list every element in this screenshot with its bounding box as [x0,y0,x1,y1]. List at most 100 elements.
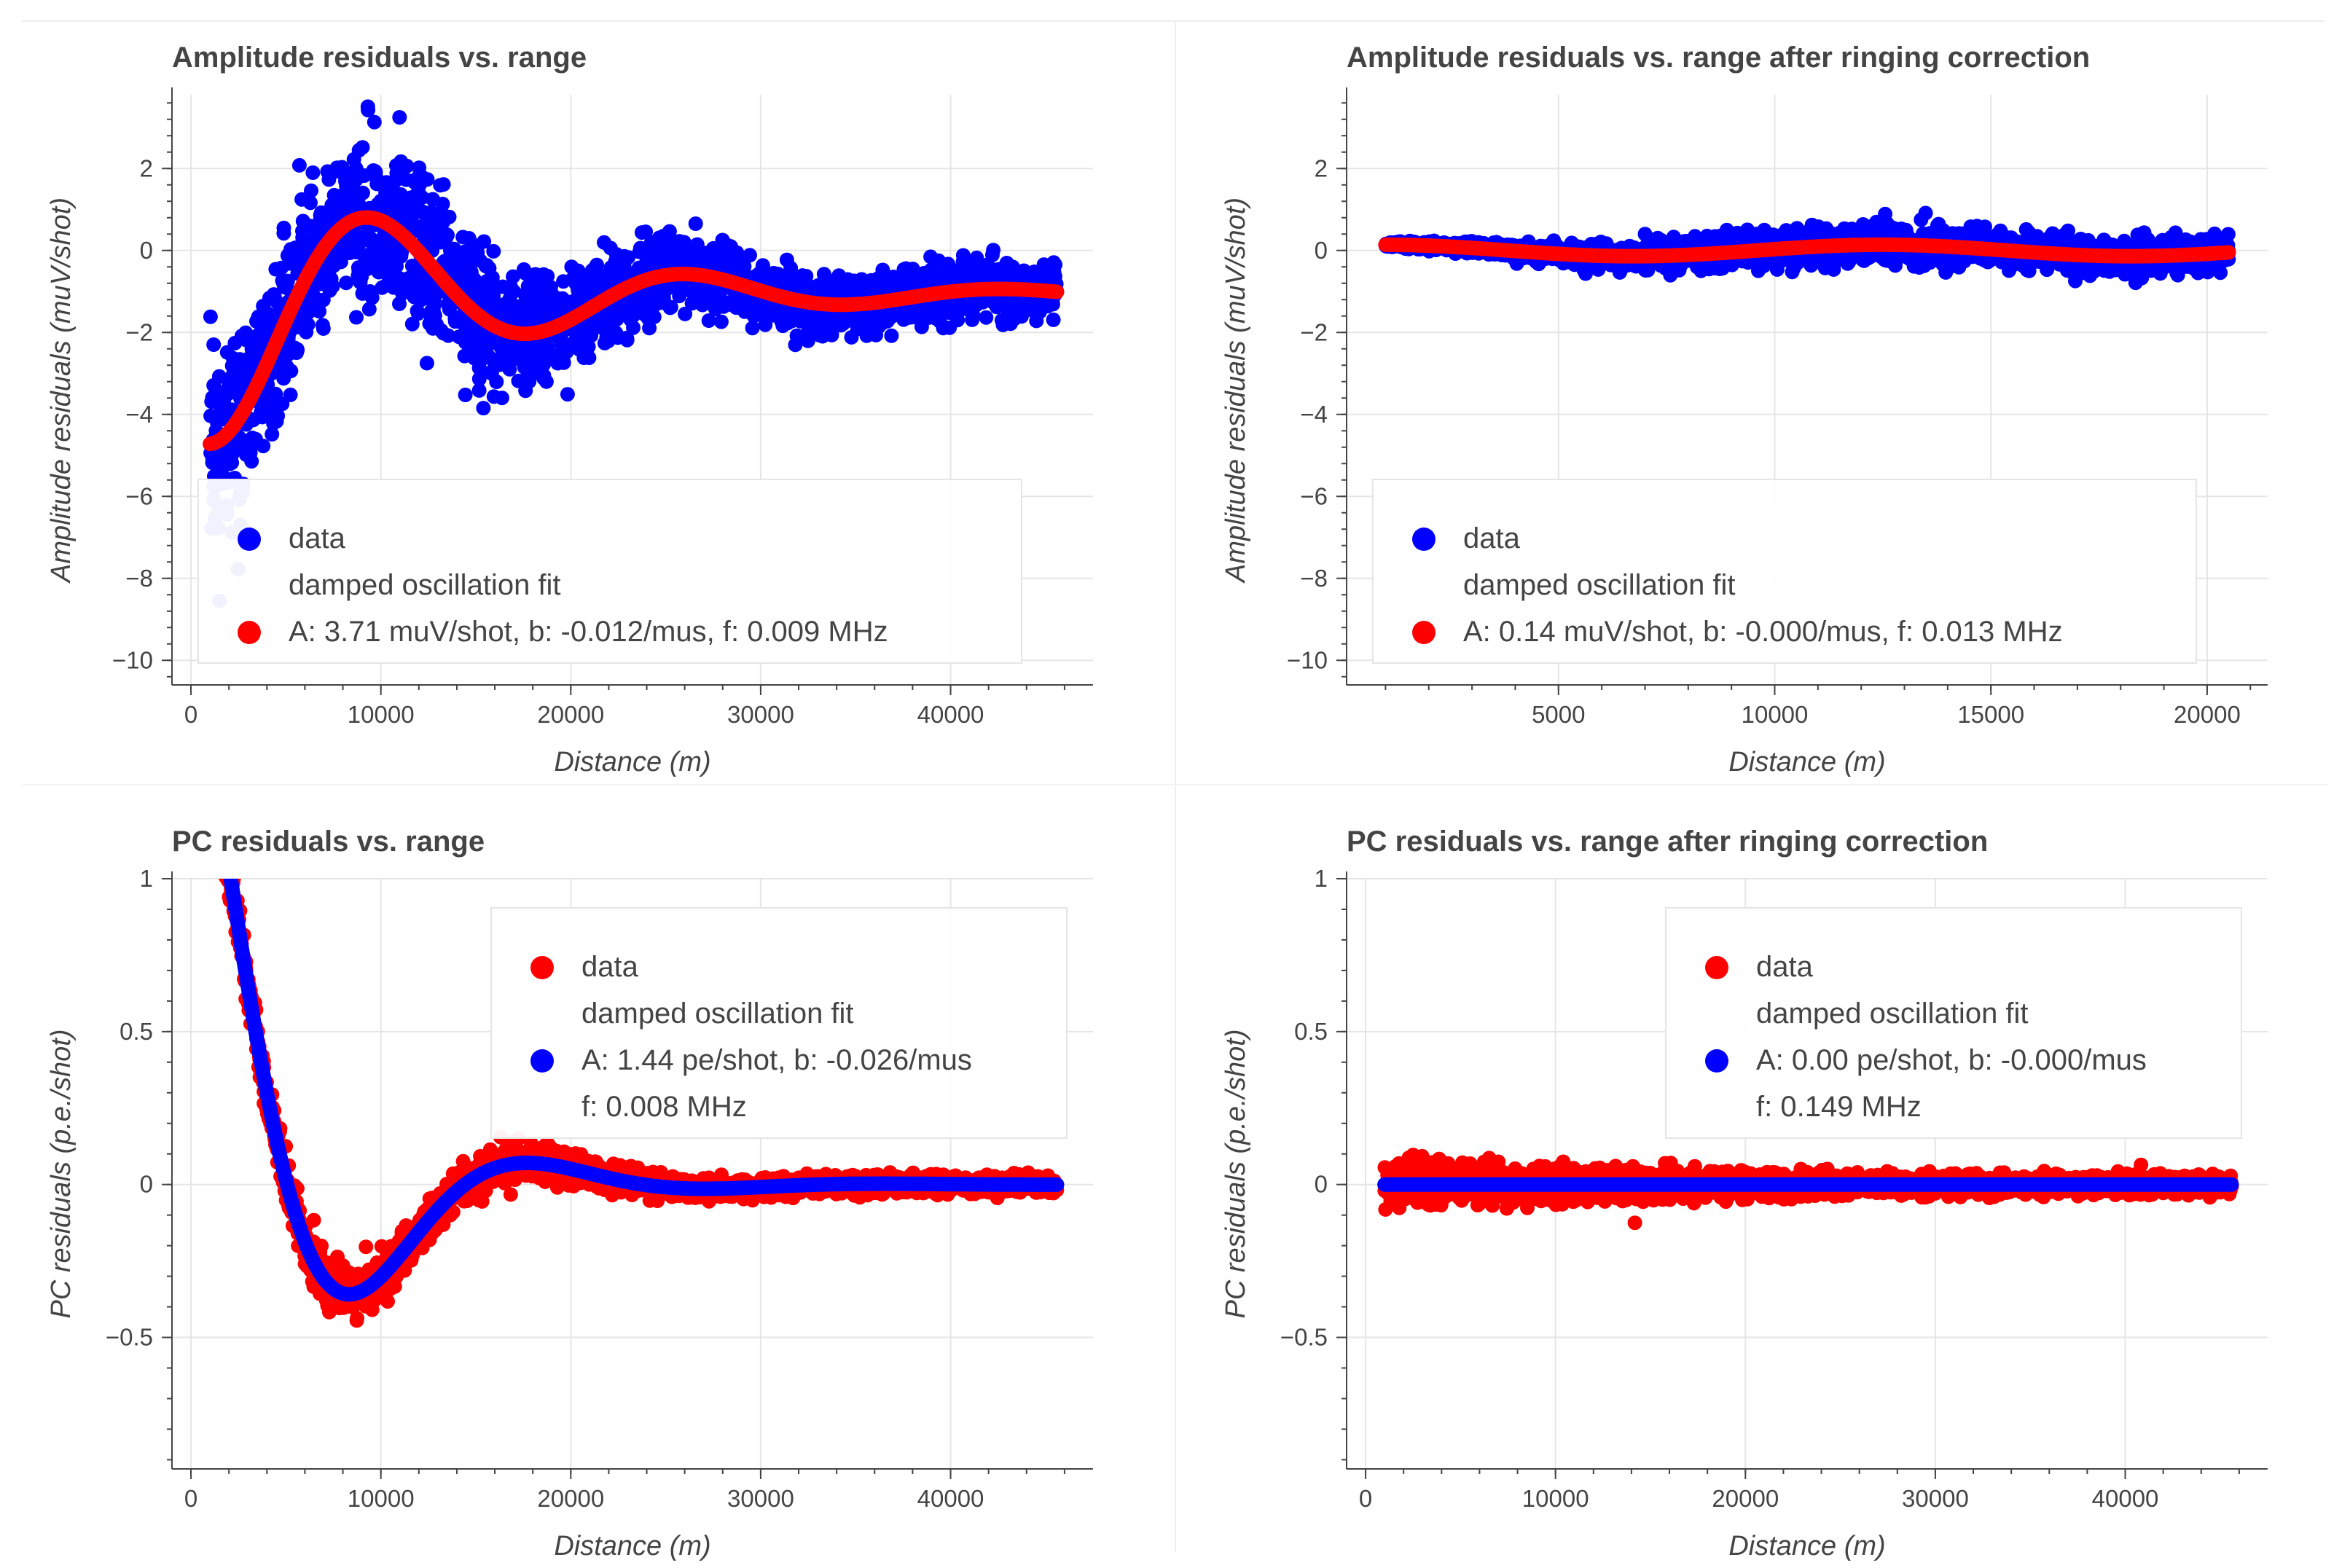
data-point [276,220,291,235]
data-point [377,230,392,246]
data-point [283,242,299,257]
y-tick-label: −4 [125,401,153,428]
amplitude-residuals-chart: 0 10000 20000 30000 40000 −10 −8 −6 −4 −2 0 2 Amplit… [0,0,1175,784]
data-point [675,254,691,269]
legend-entry-label: damped oscillation fit [289,569,561,601]
data-point [315,318,330,333]
legend-marker [238,528,261,551]
data-point [863,273,879,288]
data-point [244,454,259,469]
legend-box [197,479,1022,664]
data-point [436,177,451,192]
y-tick-label: −8 [1300,565,1328,592]
data-point [471,383,487,398]
y-tick-label: −2 [125,318,153,345]
data-point [998,299,1013,314]
data-point [1860,251,1875,266]
data-point [654,295,669,310]
y-tick-label: 2 [1315,154,1328,181]
data-point [392,297,407,311]
y-tick-label: −6 [1300,482,1328,509]
data-point [782,275,797,291]
data-point [203,309,218,324]
data-point [550,356,565,371]
data-point [597,235,611,250]
data-point [956,295,971,310]
chart-canvas: 0 10000 20000 30000 40000−10−8−6−4−202Amplit… [46,42,1093,777]
x-tick-label: 15000 [1957,701,2024,728]
data-point [511,351,526,366]
data-point [442,209,457,224]
data-point [1790,224,1806,239]
data-point [389,192,404,207]
data-point [2209,261,2225,276]
data-point [222,456,237,471]
data-point [936,302,952,317]
data-point [932,314,947,329]
data-point [283,364,299,379]
data-point [276,277,291,292]
data-point [410,306,426,321]
data-point [486,389,501,404]
y-tick-label: −6 [125,482,153,509]
data-point [775,318,791,334]
data-point [313,211,328,226]
data-point [234,329,249,343]
data-point [701,313,716,328]
data-point [465,343,480,358]
data-point [482,288,498,303]
data-point [427,308,442,324]
data-point [339,275,354,291]
data-point [304,183,318,198]
data-point [1914,212,1929,227]
data-point [653,283,668,298]
data-point [575,287,590,302]
data-point [694,245,710,260]
data-point [560,387,575,402]
data-point [735,255,750,270]
row-divider [22,784,2328,785]
data-point [955,254,971,270]
data-point [477,340,492,356]
data-point [824,326,839,341]
x-tick-label: 20000 [2174,701,2241,728]
data-point [380,241,395,256]
x-tick-label: 5000 [1532,701,1585,728]
data-point [2018,222,2034,237]
data-point [455,230,471,245]
data-point [599,267,614,283]
data-point [534,340,549,355]
data-point [477,234,492,249]
data-point [990,265,1006,281]
y-tick-label: −2 [1300,318,1328,345]
data-point [1757,222,1772,238]
data-point [984,247,1000,262]
fit-line [1378,237,2236,264]
y-tick-label: −10 [112,646,153,673]
data-point [716,299,731,314]
data-point [587,260,603,275]
data-point [411,169,426,184]
data-point [2061,223,2076,238]
data-point [921,310,936,325]
data-point [487,358,502,373]
data-point [861,318,876,334]
x-tick-label: 20000 [537,701,604,728]
data-point [502,361,517,377]
x-tick-label: 0 [184,701,197,728]
data-point [305,287,320,302]
data-point [707,246,722,262]
x-tick-label: 10000 [1742,701,1809,728]
data-point [375,280,390,295]
data-point [322,283,337,298]
data-point [788,337,803,353]
data-point [664,238,679,252]
data-point [441,328,456,343]
data-point [556,274,571,289]
data-point [626,307,641,323]
data-point [430,225,445,240]
data-point [2190,265,2206,281]
data-point [283,387,298,402]
data-point [724,239,738,254]
